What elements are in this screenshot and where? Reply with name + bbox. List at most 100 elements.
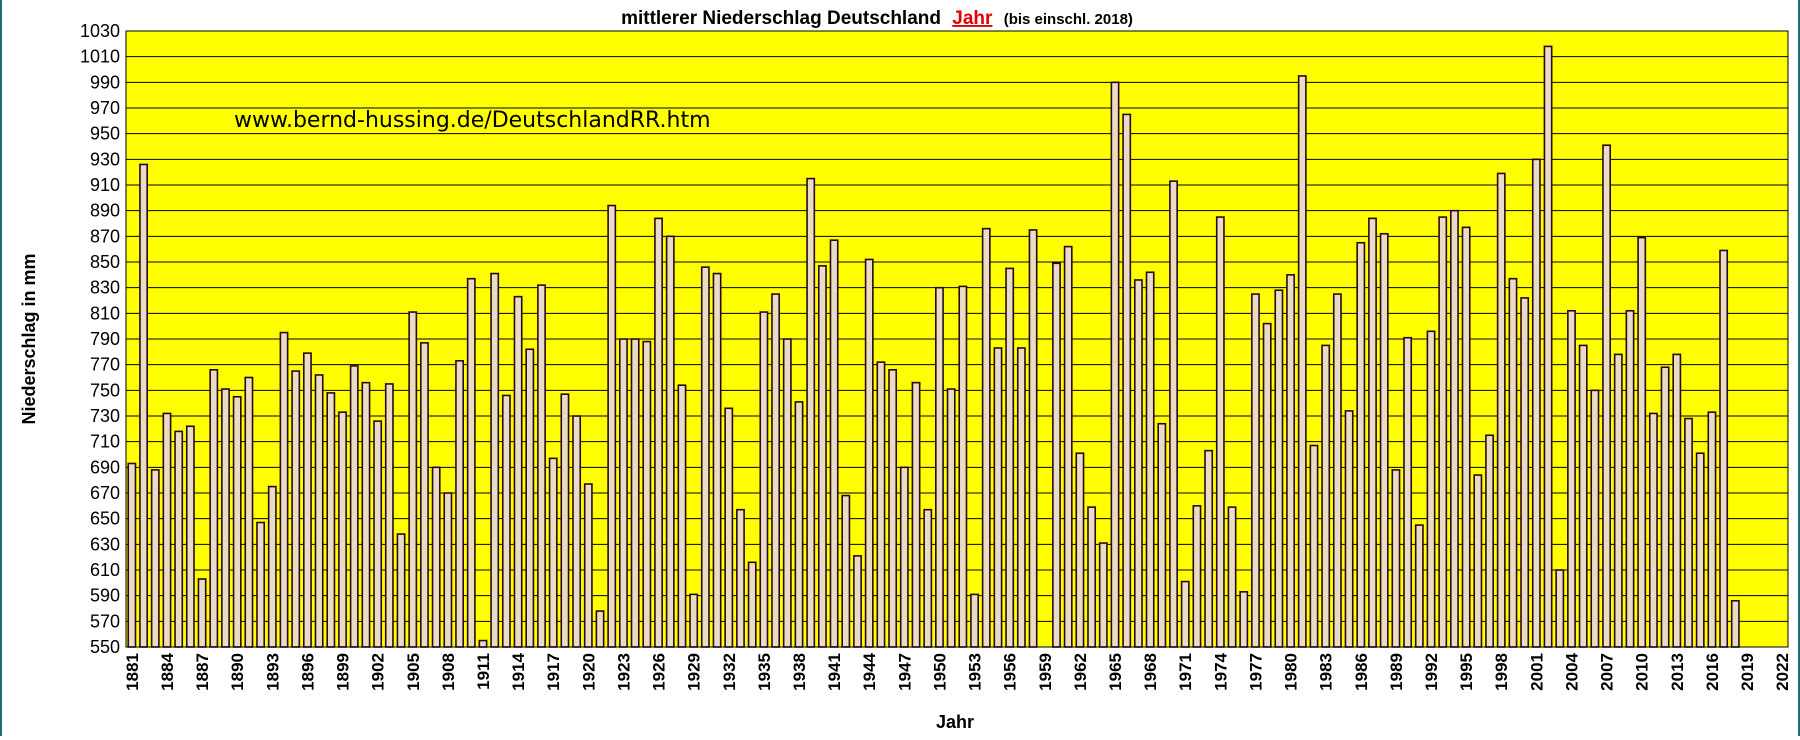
bar-1961 [1063, 245, 1073, 648]
x-tick-label: 1911 [474, 653, 493, 690]
bar-1968 [1145, 271, 1155, 648]
bar-2015 [1695, 452, 1705, 648]
bar-1900 [349, 365, 359, 648]
y-tick-label: 670 [90, 483, 120, 503]
bar-1921 [595, 610, 605, 648]
bar-1957 [1016, 347, 1026, 648]
x-tick-label: 1947 [895, 653, 914, 691]
bar-1938 [794, 401, 804, 648]
x-tick-label: 1950 [930, 653, 949, 691]
bar-1910 [466, 277, 476, 648]
x-tick-label: 2010 [1633, 653, 1652, 691]
bar-1899 [338, 411, 347, 648]
y-axis-ticks: 550 570 590 610 630 650 670 690 710 730 750 770 790 8… [80, 21, 120, 657]
bar-1999 [1508, 277, 1518, 648]
bar-1902 [373, 420, 383, 648]
x-tick-label: 1962 [1071, 653, 1090, 691]
y-tick-label: 650 [90, 509, 120, 529]
x-tick-label: 1986 [1352, 653, 1371, 691]
bar-1987 [1368, 217, 1377, 648]
x-tick-label: 2004 [1562, 652, 1581, 690]
bar-1970 [1169, 180, 1178, 648]
bar-1916 [537, 284, 546, 648]
bar-1901 [361, 381, 371, 648]
y-tick-label: 690 [90, 457, 120, 477]
bar-1937 [782, 338, 792, 648]
y-tick-label: 570 [90, 611, 120, 631]
x-tick-label: 1977 [1246, 653, 1265, 691]
bar-1944 [864, 258, 874, 648]
y-tick-label: 890 [90, 201, 120, 221]
bar-1947 [899, 466, 909, 648]
bar-1982 [1309, 444, 1319, 648]
x-tick-label: 1935 [755, 653, 774, 691]
bar-1918 [560, 393, 570, 648]
bar-1951 [946, 388, 956, 648]
bar-1909 [455, 360, 464, 648]
bar-2016 [1707, 411, 1717, 648]
bar-1908 [443, 492, 453, 648]
x-tick-label: 1959 [1036, 653, 1055, 691]
x-tick-label: 2022 [1773, 653, 1792, 691]
x-tick-label: 2001 [1527, 653, 1546, 691]
bar-2010 [1637, 236, 1647, 648]
x-tick-label: 1998 [1492, 653, 1511, 691]
bar-1892 [256, 521, 266, 648]
bar-1981 [1297, 75, 1307, 648]
x-tick-label: 1932 [720, 653, 739, 691]
bar-1926 [654, 217, 663, 648]
y-tick-label: 830 [90, 278, 120, 298]
x-tick-label: 1893 [263, 653, 282, 691]
bar-1979 [1274, 289, 1284, 648]
y-axis-label: Niederschlag in mm [19, 253, 39, 424]
bar-1974 [1215, 216, 1225, 648]
bar-1930 [700, 266, 710, 648]
bar-1890 [232, 395, 242, 648]
bar-1928 [677, 384, 687, 648]
bar-1969 [1157, 422, 1167, 648]
bar-1935 [759, 311, 769, 648]
x-tick-label: 1953 [966, 653, 985, 691]
bar-1948 [911, 381, 921, 648]
x-tick-label: 1905 [404, 653, 423, 691]
bar-2012 [1660, 366, 1670, 648]
bar-2018 [1730, 599, 1740, 648]
bar-2003 [1555, 569, 1565, 648]
x-tick-label: 1971 [1176, 653, 1195, 691]
y-tick-label: 990 [90, 72, 120, 92]
bar-2007 [1602, 144, 1612, 648]
y-tick-label: 730 [90, 406, 120, 426]
y-tick-label: 790 [90, 329, 120, 349]
bar-1964 [1098, 542, 1108, 648]
bar-1977 [1251, 293, 1260, 648]
bar-1955 [993, 347, 1003, 648]
x-tick-label: 1995 [1457, 653, 1476, 691]
bar-1975 [1227, 506, 1237, 648]
bar-2011 [1648, 412, 1658, 648]
bar-1986 [1356, 241, 1366, 648]
bar-1906 [420, 342, 429, 648]
bar-1943 [853, 555, 862, 648]
x-tick-label: 1941 [825, 653, 844, 691]
bar-1897 [314, 374, 324, 648]
bar-1954 [981, 227, 991, 648]
bar-2004 [1567, 309, 1576, 648]
bar-2017 [1719, 249, 1729, 648]
bar-1995 [1461, 226, 1471, 648]
bar-1925 [642, 340, 652, 648]
bar-1889 [221, 388, 230, 648]
x-tick-label: 2016 [1703, 653, 1722, 691]
bar-1956 [1005, 267, 1015, 648]
title-highlight: Jahr [952, 8, 993, 29]
bar-1888 [209, 368, 219, 648]
y-tick-label: 1030 [80, 21, 120, 41]
x-tick-label: 1974 [1211, 652, 1230, 690]
bar-1962 [1075, 452, 1085, 648]
x-tick-label: 1890 [228, 653, 247, 691]
bar-2005 [1578, 344, 1588, 648]
x-tick-label: 1968 [1141, 653, 1160, 691]
bar-1953 [970, 593, 979, 648]
bar-1885 [174, 430, 184, 648]
bar-2002 [1543, 45, 1553, 648]
